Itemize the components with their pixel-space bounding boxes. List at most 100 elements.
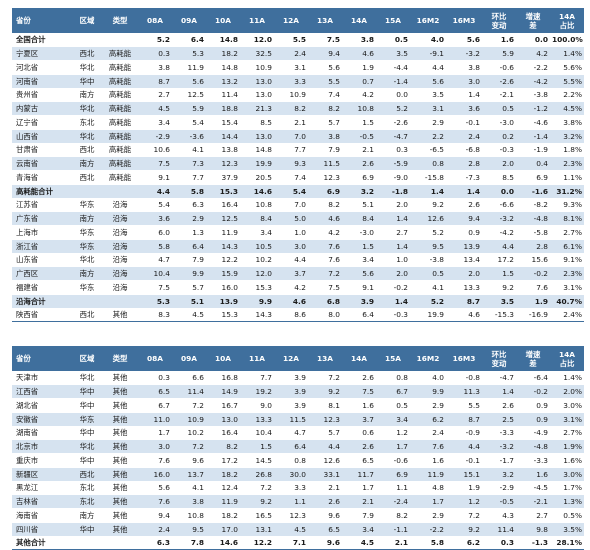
column-header: 15A <box>376 8 410 33</box>
table-cell: 11.9 <box>172 60 206 75</box>
table-cell: 13.1 <box>240 522 274 537</box>
table-cell: 14.3 <box>240 308 274 323</box>
column-header: 10A <box>206 346 240 371</box>
table-cell: 其他合计 <box>12 535 72 550</box>
table-cell: 4.1 <box>172 481 206 496</box>
table-cell: 高耗能 <box>102 88 138 103</box>
table-cell: -1.9 <box>516 143 550 158</box>
table-cell: 其他 <box>102 384 138 399</box>
table-cell: 14.8 <box>206 60 240 75</box>
table-row: 广东省 南方 沿海 3.6 2.9 12.5 8.4 5.0 4.6 8.4 1.4 12.6 9.4-… <box>12 211 584 226</box>
table-cell: 3.6 <box>138 211 172 226</box>
table-cell: 辽宁省 <box>12 115 72 130</box>
table-cell: 8.5 <box>482 170 516 185</box>
table-cell: 0.9 <box>516 412 550 427</box>
table-cell: 9.0 <box>240 398 274 413</box>
table-cell: 7.2 <box>308 266 342 281</box>
table-cell: 4.7 <box>138 253 172 268</box>
table-cell: 6.5 <box>138 384 172 399</box>
table-cell: 13.3 <box>240 412 274 427</box>
header-row: 省份 区域 类型 08A 09A 10A 11A 12A 13A 14A 15A 16M2 16M3 环比… <box>12 8 584 33</box>
table-cell: 6.2 <box>446 535 482 550</box>
column-header: 增速差 <box>516 346 550 371</box>
table-cell: 12.2 <box>240 535 274 550</box>
table-cell: 5.8 <box>410 535 446 550</box>
table-cell: 6.7 <box>138 398 172 413</box>
table-cell: 9.4 <box>446 211 482 226</box>
table-cell: 2.0 <box>482 156 516 171</box>
table-cell: 南方 <box>72 266 102 281</box>
table-cell: 8.1% <box>550 211 584 226</box>
table-cell: 9.2 <box>308 384 342 399</box>
table-cell: 10.9 <box>172 412 206 427</box>
table-cell: 6.6 <box>172 371 206 386</box>
table-cell: 8.5 <box>240 115 274 130</box>
table-cell: 甘肃省 <box>12 143 72 158</box>
table-cell: 高耗能 <box>102 46 138 61</box>
table-cell: 14.6 <box>206 535 240 550</box>
table-cell: 4.8 <box>410 481 446 496</box>
table-cell: 3.1% <box>550 412 584 427</box>
table-cell: 华东 <box>72 239 102 254</box>
table-cell: 2.3% <box>550 156 584 171</box>
column-header: 16M2 <box>410 8 446 33</box>
table-cell: 0.5 <box>376 33 410 48</box>
column-header: 14A <box>342 8 376 33</box>
table-cell: 4.0 <box>410 371 446 386</box>
table-cell: 4.4 <box>138 183 172 199</box>
table-cell: 11.9 <box>410 467 446 482</box>
table-row: 天津市 华北 其他 0.3 6.6 16.8 7.7 3.9 7.2 2.6 0.8 4.0 -0.8-… <box>12 371 584 386</box>
table-row: 湖北省 华中 其他 6.7 7.2 16.7 9.0 3.9 8.1 1.6 0.5 2.9 5.5 2.… <box>12 398 584 413</box>
table-cell: 2.8 <box>446 156 482 171</box>
table-cell: 沿海 <box>102 211 138 226</box>
table-cell: 华北 <box>72 60 102 75</box>
table-cell: 其他 <box>102 467 138 482</box>
table-cell: 海南省 <box>12 508 72 523</box>
table-cell: 其他 <box>102 308 138 323</box>
table-cell: 8.7 <box>138 74 172 89</box>
table-cell: -5.8 <box>516 225 550 240</box>
table-cell: 1.9% <box>550 439 584 454</box>
table-cell: -2.2 <box>516 60 550 75</box>
table-row: 北京市 华北 其他 3.0 7.2 8.2 1.5 6.4 4.4 2.6 1.7 7.6 4.4 -3.… <box>12 439 584 454</box>
table-row: 福建省 华东 沿海 7.5 5.7 16.0 15.3 4.2 7.5 9.1 -0.2 4.1 13.… <box>12 280 584 295</box>
table-cell: 37.9 <box>206 170 240 185</box>
table-cell: 33.1 <box>308 467 342 482</box>
column-header: 区域 <box>72 8 102 33</box>
table-cell: 14.4 <box>206 129 240 144</box>
table-cell: 全国合计 <box>12 33 72 48</box>
table-cell: 7.7 <box>172 170 206 185</box>
table-row: 广西区 南方 沿海 10.4 9.9 15.9 12.0 3.7 7.2 5.6 2.0 0.5 2.0… <box>12 266 584 281</box>
table-cell: 7.9 <box>308 143 342 158</box>
table-cell: 10.8 <box>240 198 274 213</box>
table-cell: 9.2 <box>482 280 516 295</box>
table-cell: 3.8 <box>172 494 206 509</box>
table-cell: 1.4 <box>446 88 482 103</box>
table-cell: 1.5 <box>482 266 516 281</box>
table-cell: 7.0 <box>274 129 308 144</box>
table-cell: 3.3 <box>274 481 308 496</box>
table-cell: 0.8 <box>376 371 410 386</box>
table-cell: 3.6 <box>446 101 482 116</box>
table-cell: 1.9 <box>342 60 376 75</box>
table-cell: 2.1 <box>342 494 376 509</box>
table-cell: -9.0 <box>376 170 410 185</box>
table-cell: 其他 <box>102 522 138 537</box>
table-cell: 13.7 <box>172 467 206 482</box>
table-cell: -4.2 <box>482 225 516 240</box>
table-cell: 8.1 <box>308 398 342 413</box>
table-cell: 17.2 <box>482 253 516 268</box>
table-cell: 11.4 <box>482 522 516 537</box>
table-cell: 7.2 <box>446 508 482 523</box>
column-header: 环比 变动 <box>482 346 516 371</box>
table-cell: 10.2 <box>240 253 274 268</box>
table-cell: 2.0 <box>376 266 410 281</box>
table-cell: 28.1% <box>550 535 584 550</box>
table-cell: 1.4 <box>446 183 482 199</box>
table-cell: 3.5 <box>410 88 446 103</box>
table-cell: 沿海合计 <box>12 293 72 309</box>
table-cell: 20.5 <box>240 170 274 185</box>
table-cell: 0.5 <box>410 266 446 281</box>
table-cell: 高耗能 <box>102 74 138 89</box>
table-cell: 12.5 <box>206 211 240 226</box>
